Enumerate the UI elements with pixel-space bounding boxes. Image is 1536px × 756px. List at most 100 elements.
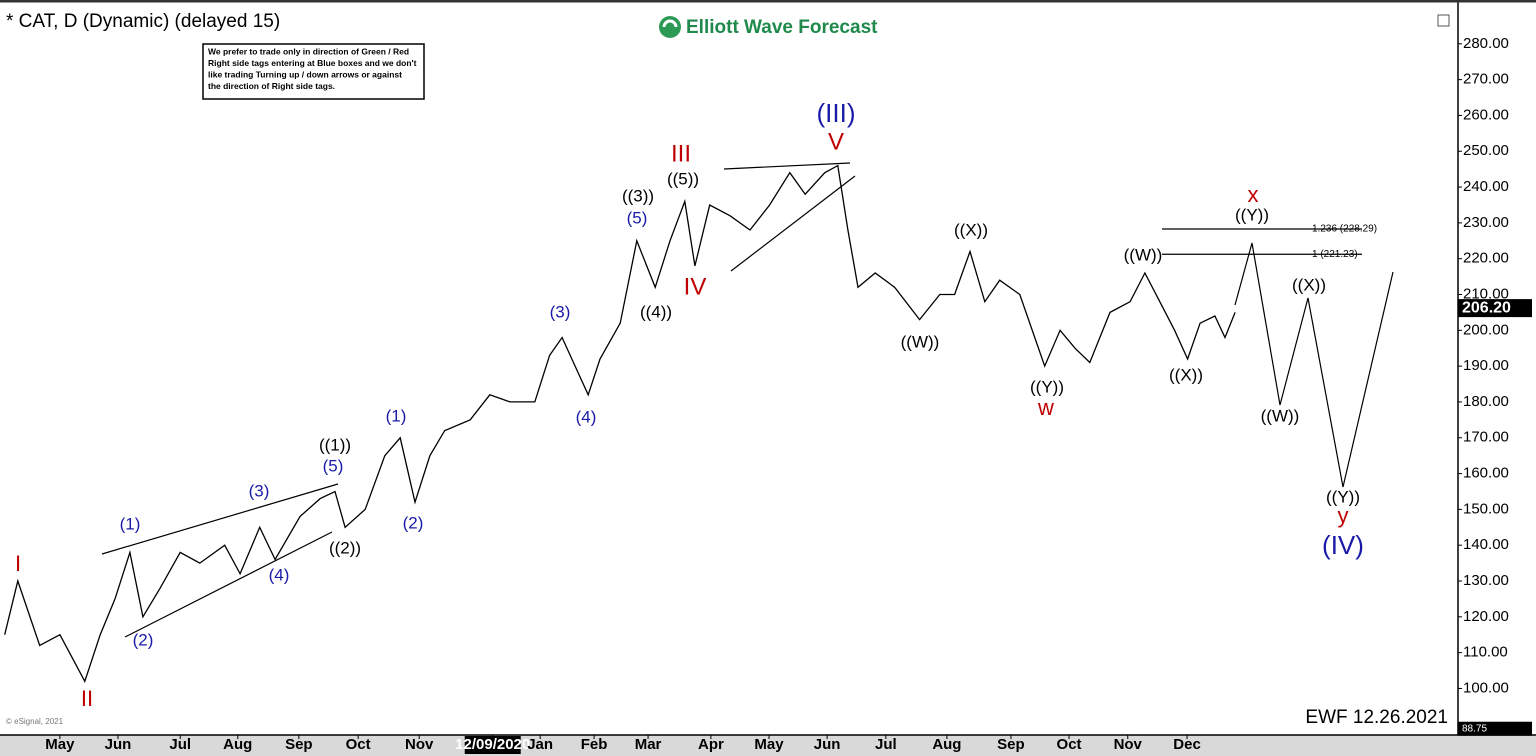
low-marker [1458, 721, 1532, 736]
brand: Elliott Wave Forecast [686, 17, 878, 38]
wave-label: (5) [323, 456, 344, 475]
last-price-label: 206.20 [1462, 299, 1511, 316]
y-tick-label: 140.00 [1463, 536, 1509, 553]
wave-label: ((Y)) [1030, 377, 1064, 396]
y-tick-label: 120.00 [1463, 608, 1509, 625]
y-tick-label: 210.00 [1463, 285, 1509, 302]
wave-label: III [671, 140, 691, 167]
wave-label: (1) [386, 406, 407, 425]
wave-label: II [81, 686, 93, 711]
x-tick-label: Jul [169, 736, 191, 753]
wave-label: ((5)) [667, 169, 699, 188]
wave-label: ((Y)) [1326, 487, 1360, 506]
wave-label: ((W)) [1261, 406, 1300, 425]
fib-label: 1.236 (228.29) [1312, 224, 1377, 235]
x-tick-label: Aug [932, 736, 961, 753]
y-tick-label: 130.00 [1463, 572, 1509, 589]
wave-label: (5) [627, 208, 648, 227]
wave-label: ((W)) [901, 332, 940, 351]
y-tick-label: 160.00 [1463, 465, 1509, 482]
wave-label: ((3)) [622, 186, 654, 205]
note-line: like trading Turning up / down arrows or… [208, 69, 402, 79]
wave-label: ((1)) [319, 435, 351, 454]
fib-label: 1 (221.23) [1312, 249, 1358, 260]
wave-label: (IV) [1322, 530, 1364, 560]
x-tick-label: May [45, 736, 75, 753]
x-tick-label: Jun [814, 736, 841, 753]
footer: EWF 12.26.2021 [1305, 707, 1448, 728]
wave-label: IV [684, 273, 707, 300]
logo-icon [659, 16, 681, 38]
wave-label: (2) [403, 513, 424, 532]
wave-label: ((4)) [640, 302, 672, 321]
x-tick-label: Aug [223, 736, 252, 753]
x-tick-label: Mar [635, 736, 662, 753]
x-tick-label: May [754, 736, 784, 753]
y-tick-label: 190.00 [1463, 357, 1509, 374]
wave-label: (4) [269, 565, 290, 584]
x-tick-label: Oct [1057, 736, 1082, 753]
y-tick-label: 250.00 [1463, 142, 1509, 159]
note-line: We prefer to trade only in direction of … [208, 46, 409, 56]
wave-label: ((2)) [329, 538, 361, 557]
y-tick-label: 260.00 [1463, 106, 1509, 123]
x-tick-label: Sep [997, 736, 1025, 753]
x-tick-label: Apr [698, 736, 724, 753]
logo-mark [662, 19, 678, 28]
wave-label: y [1338, 503, 1349, 528]
wave-label: (4) [576, 407, 597, 426]
chart-title: * CAT, D (Dynamic) (delayed 15) [6, 11, 280, 32]
price-line [4, 164, 1236, 683]
x-tick-label: Feb [581, 736, 608, 753]
wave-label: (III) [817, 98, 856, 128]
x-tick-label: Nov [405, 736, 434, 753]
y-tick-label: 200.00 [1463, 321, 1509, 338]
note-line: Right side tags entering at Blue boxes a… [208, 58, 417, 68]
x-axis-band [0, 735, 1536, 756]
wave-label: V [828, 128, 844, 155]
copyright: © eSignal, 2021 [6, 717, 64, 726]
wave-label: (1) [120, 514, 141, 533]
y-tick-label: 270.00 [1463, 71, 1509, 88]
wave-label: ((X)) [1292, 275, 1326, 294]
note-box [202, 43, 425, 100]
wave-label: w [1037, 395, 1054, 420]
logo: Elliott Wave Forecast [659, 16, 878, 38]
y-tick-label: 110.00 [1463, 644, 1508, 661]
y-tick-label: 240.00 [1463, 178, 1509, 195]
x-tick-label: 12/09/2020 [455, 736, 530, 753]
note: We prefer to trade only in direction of … [208, 46, 417, 91]
wave-label: (2) [133, 630, 154, 649]
trend-lines [101, 162, 856, 638]
wave-label: (3) [249, 481, 270, 500]
y-tick-label: 150.00 [1463, 500, 1509, 517]
x-tick-label: Nov [1114, 736, 1143, 753]
note-line: the direction of Right side tags. [208, 81, 335, 91]
x-tick-highlight [464, 736, 521, 754]
x-tick-label: Sep [285, 736, 313, 753]
y-tick-label: 100.00 [1463, 679, 1509, 696]
wave-label: I [15, 551, 21, 576]
x-tick-label: Dec [1173, 736, 1201, 753]
y-tick-label: 220.00 [1463, 250, 1509, 267]
icon[interactable] [1437, 14, 1450, 27]
y-tick-label: 230.00 [1463, 214, 1509, 231]
x-tick-label: Oct [346, 736, 371, 753]
y-tick-label: 180.00 [1463, 393, 1509, 410]
x-tick-label: Jul [875, 736, 897, 753]
x-tick-label: Jan [527, 736, 553, 753]
y-tick-label: 280.00 [1463, 35, 1509, 52]
wave-label: ((X)) [954, 220, 988, 239]
last-price-marker [1458, 299, 1532, 318]
low-marker-label: 88.75 [1462, 723, 1487, 734]
wave-label: ((Y)) [1235, 205, 1269, 224]
wave-label: x [1248, 182, 1259, 207]
wave-label: ((X)) [1169, 365, 1203, 384]
wave-label: (3) [550, 302, 571, 321]
y-tick-label: 170.00 [1463, 429, 1509, 446]
x-tick-label: Jun [105, 736, 132, 753]
wave-label: ((W)) [1124, 245, 1163, 264]
projection-path [1234, 242, 1394, 488]
